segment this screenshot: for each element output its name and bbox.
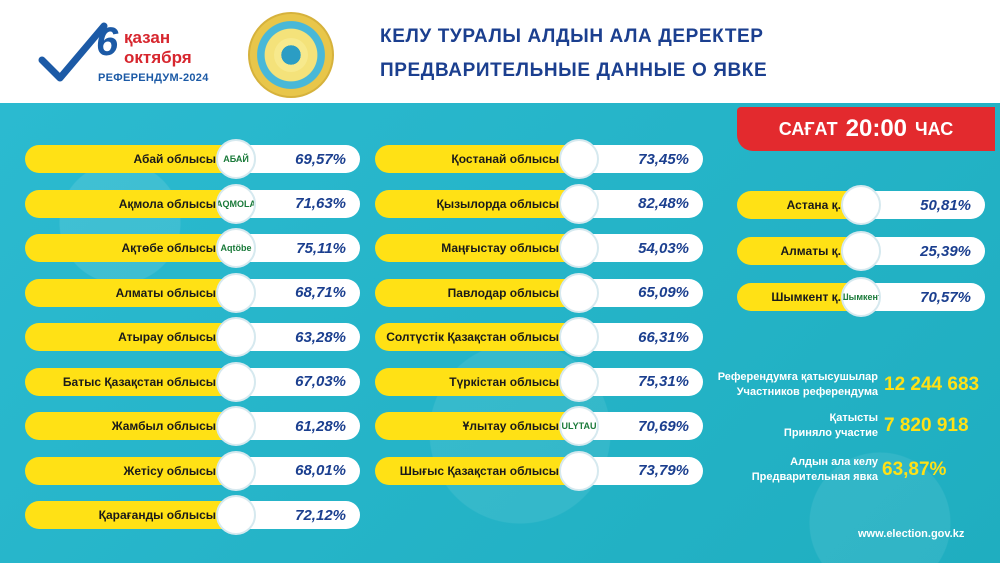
participants-label: Референдумға қатысушылар Участников рефе… <box>717 371 878 398</box>
region-name: Алматы облысы <box>115 285 216 300</box>
region-emblem-icon: АБАЙ <box>216 139 256 179</box>
region-name: Жетісу облысы <box>123 463 217 478</box>
region-name: Шығыс Қазақстан облысы <box>399 463 559 478</box>
region-name-bar: Солтүстік Қазақстан облысы <box>375 323 593 351</box>
region-name-bar: Ұлытау облысы <box>375 412 593 440</box>
time-label-ru: ЧАС <box>915 118 954 139</box>
region-emblem-icon <box>559 183 599 224</box>
region-name-bar: Батыс Қазақстан облысы <box>25 367 250 396</box>
region-emblem-icon <box>216 317 256 357</box>
region-emblem-icon <box>559 228 599 268</box>
region-name: Жамбыл облысы <box>111 419 216 433</box>
region-turnout-value: 73,79% <box>638 462 689 479</box>
turnout-label: Алдын ала келу Предварительная явка <box>751 456 878 483</box>
region-turnout-value: 50,81% <box>920 196 971 214</box>
checkmark-icon <box>38 22 108 82</box>
took-part-label: Қатысты Приняло участие <box>783 412 878 439</box>
region-emblem-icon <box>559 272 599 313</box>
region-name-bar: Қарағанды облысы <box>25 501 250 529</box>
region-name-bar: Павлодар облысы <box>375 278 593 307</box>
region-turnout-value: 66,31% <box>638 328 689 346</box>
region-name: Алматы қ. <box>780 244 841 258</box>
region-turnout-value: 68,01% <box>295 462 346 479</box>
website-link[interactable]: www.election.gov.kz <box>858 528 965 540</box>
region-emblem-icon: ULYTAU <box>559 406 599 446</box>
region-name: Павлодар облысы <box>447 285 559 300</box>
logo-month-kz: қазан <box>124 28 171 47</box>
logo-subtitle: РЕФЕРЕНДУМ-2024 <box>98 72 209 84</box>
region-name: Түркістан облысы <box>449 374 559 389</box>
region-turnout-value: 75,11% <box>296 239 346 257</box>
region-turnout-value: 71,63% <box>295 195 346 212</box>
region-name: Абай облысы <box>133 152 216 166</box>
region-turnout-value: 63,28% <box>295 328 346 346</box>
region-name-bar: Жетісу облысы <box>25 456 250 485</box>
region-name: Ақтөбе облысы <box>121 241 216 255</box>
region-turnout-value: 82,48% <box>638 195 689 212</box>
region-name-bar: Маңғыстау облысы <box>375 234 593 262</box>
region-name: Ақмола облысы <box>118 196 216 211</box>
region-turnout-value: 72,12% <box>295 506 346 524</box>
region-name: Ұлытау облысы <box>462 419 559 433</box>
logo-month-ru: октября <box>124 48 192 67</box>
title-kz: КЕЛУ ТУРАЛЫ АЛДЫН АЛА ДЕРЕКТЕР <box>380 26 764 47</box>
region-emblem-icon <box>841 231 881 271</box>
region-emblem-icon: Шымкент <box>841 277 881 317</box>
region-turnout-value: 70,69% <box>638 417 689 435</box>
referendum-logo: 6 қазан октября РЕФЕРЕНДУМ-2024 <box>38 14 228 94</box>
region-name: Маңғыстау облысы <box>441 241 559 255</box>
time-value: 20:00 <box>845 115 908 142</box>
title-ru: ПРЕДВАРИТЕЛЬНЫЕ ДАННЫЕ О ЯВКЕ <box>380 60 768 81</box>
region-emblem-icon <box>559 361 599 402</box>
region-turnout-value: 75,31% <box>638 373 689 390</box>
region-name: Қостанай облысы <box>451 152 559 166</box>
region-emblem-icon: AQMOLA <box>216 183 256 224</box>
region-emblem-icon <box>216 495 256 535</box>
region-name: Қызылорда облысы <box>436 196 559 211</box>
region-emblem-icon <box>216 272 256 313</box>
region-name-bar: Қызылорда облысы <box>375 189 593 218</box>
time-badge: САҒАТ 20:00 ЧАС <box>737 107 995 151</box>
region-name-bar: Атырау облысы <box>25 323 250 351</box>
region-name-bar: Жамбыл облысы <box>25 412 250 440</box>
region-emblem-icon <box>559 317 599 357</box>
region-emblem-icon <box>216 406 256 446</box>
region-turnout-value: 25,39% <box>920 242 971 260</box>
region-turnout-value: 67,03% <box>295 373 346 390</box>
region-name: Шымкент қ. <box>771 290 841 304</box>
region-turnout-value: 69,57% <box>295 150 346 168</box>
participants-value: 12 244 683 <box>884 374 980 395</box>
header: 6 қазан октября РЕФЕРЕНДУМ-2024 КЕЛУ ТУР… <box>0 0 1000 103</box>
region-turnout-value: 61,28% <box>295 417 346 435</box>
election-commission-seal-icon <box>248 12 334 98</box>
region-emblem-icon <box>216 450 256 491</box>
region-name-bar: Қостанай облысы <box>375 145 593 173</box>
region-emblem-icon <box>559 139 599 179</box>
time-label-kz: САҒАТ <box>778 118 838 139</box>
region-turnout-value: 54,03% <box>638 239 689 257</box>
region-emblem-icon <box>216 361 256 402</box>
region-name-bar: Түркістан облысы <box>375 367 593 396</box>
region-name: Атырау облысы <box>118 330 216 344</box>
region-emblem-icon <box>841 185 881 225</box>
region-name: Қарағанды облысы <box>98 508 216 522</box>
region-name: Батыс Қазақстан облысы <box>62 374 216 389</box>
turnout-value: 63,87% <box>882 459 947 480</box>
region-name-bar: Абай облысы <box>25 145 250 173</box>
region-name-bar: Ақтөбе облысы <box>25 234 250 262</box>
region-emblem-icon <box>559 450 599 491</box>
region-turnout-value: 68,71% <box>295 284 346 301</box>
region-name: Астана қ. <box>786 198 841 212</box>
region-turnout-value: 73,45% <box>638 150 689 168</box>
region-name-bar: Алматы облысы <box>25 278 250 307</box>
region-name-bar: Ақмола облысы <box>25 189 250 218</box>
took-part-value: 7 820 918 <box>884 415 969 436</box>
region-name-bar: Шығыс Қазақстан облысы <box>375 456 593 485</box>
region-name: Солтүстік Қазақстан облысы <box>386 330 559 344</box>
region-turnout-value: 70,57% <box>920 288 971 306</box>
region-emblem-icon: Aqtöbe <box>216 228 256 268</box>
region-turnout-value: 65,09% <box>638 284 689 301</box>
logo-day: 6 <box>96 20 119 64</box>
